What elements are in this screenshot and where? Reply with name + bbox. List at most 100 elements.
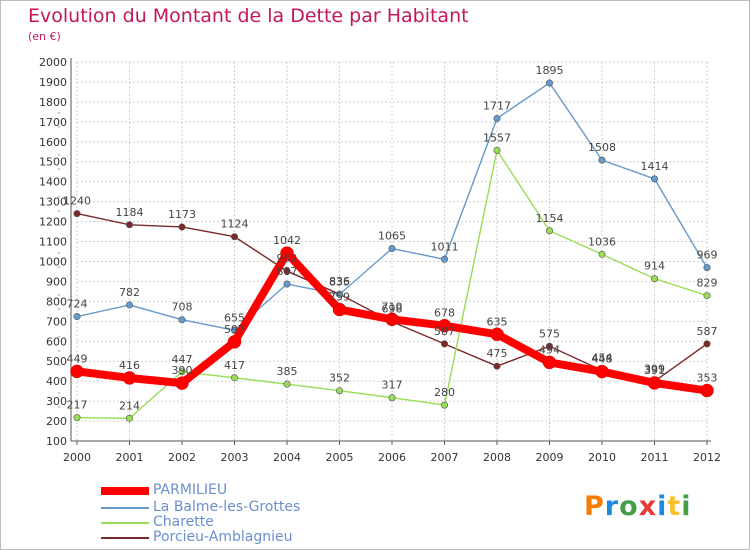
data-label: 1065 — [378, 230, 406, 243]
data-label: 449 — [67, 352, 88, 365]
y-tick-label: 100 — [46, 435, 67, 448]
data-point — [440, 401, 448, 409]
data-label: 575 — [539, 327, 560, 340]
data-point — [231, 233, 239, 241]
logo-letter: o — [619, 491, 639, 522]
data-label: 494 — [539, 343, 560, 356]
y-tick-label: 500 — [46, 355, 67, 368]
data-point — [647, 376, 662, 390]
data-point — [493, 362, 501, 370]
data-label: 969 — [697, 249, 718, 262]
x-tick-label: 2001 — [116, 451, 144, 464]
data-point — [122, 371, 137, 385]
logo-letter: i — [657, 491, 668, 522]
data-label: 635 — [487, 315, 508, 328]
y-tick-label: 1400 — [39, 176, 67, 189]
data-point — [70, 364, 84, 379]
y-tick-label: 200 — [46, 415, 67, 428]
chart-title: Evolution du Montant de la Dette par Hab… — [28, 5, 469, 27]
data-point — [542, 355, 557, 370]
data-label: 587 — [697, 325, 718, 338]
data-point — [388, 245, 396, 253]
data-label: 914 — [644, 260, 665, 273]
data-label: 475 — [487, 347, 508, 360]
legend-swatch — [101, 487, 149, 495]
axes: 1002003004005006007008009001000110012001… — [39, 56, 721, 464]
x-tick-label: 2011 — [641, 451, 669, 464]
x-tick-label: 2002 — [168, 451, 196, 464]
data-point — [280, 246, 294, 260]
data-point — [595, 364, 609, 379]
data-point — [178, 368, 186, 376]
data-label: 1414 — [641, 160, 669, 173]
data-label: 399 — [644, 362, 665, 375]
data-label: 385 — [277, 365, 298, 378]
data-point — [126, 301, 134, 309]
data-label: 1011 — [431, 240, 459, 253]
data-label: 416 — [119, 359, 140, 372]
y-tick-label: 800 — [46, 295, 67, 308]
x-tick-label: 2007 — [431, 451, 459, 464]
data-point — [283, 267, 291, 275]
data-point — [650, 175, 658, 183]
data-point — [490, 327, 504, 342]
data-label: 1036 — [588, 235, 616, 248]
data-label: 655 — [224, 311, 245, 324]
data-label: 217 — [67, 399, 88, 412]
data-point — [283, 380, 291, 388]
data-label: 708 — [172, 301, 193, 314]
data-point — [703, 264, 711, 272]
data-point — [73, 210, 81, 218]
x-tick-label: 2008 — [483, 451, 511, 464]
y-tick-label: 1100 — [39, 236, 67, 249]
data-point — [283, 280, 291, 288]
legend-swatch — [101, 507, 149, 509]
y-tick-label: 600 — [46, 335, 67, 348]
logo-letter: t — [667, 491, 682, 522]
data-label: 417 — [224, 359, 245, 372]
data-label: 353 — [697, 372, 718, 385]
data-label: 887 — [277, 265, 298, 278]
data-label: 1895 — [536, 64, 564, 77]
grid-lines — [76, 61, 708, 442]
data-point — [126, 414, 134, 422]
data-point — [73, 313, 81, 321]
logo-letter: i — [681, 491, 692, 522]
data-point — [545, 342, 553, 350]
data-label: 710 — [382, 300, 403, 313]
y-tick-label: 1200 — [39, 216, 67, 229]
data-point — [703, 292, 711, 300]
data-point — [335, 387, 343, 395]
data-label: 698 — [382, 303, 403, 316]
data-point — [335, 290, 343, 298]
x-tick-label: 2003 — [221, 451, 249, 464]
data-label: 759 — [329, 291, 350, 304]
data-point — [332, 302, 347, 317]
data-point — [231, 374, 239, 382]
y-tick-label: 1000 — [39, 255, 67, 268]
data-point — [440, 255, 448, 263]
data-point — [703, 340, 711, 348]
data-label: 447 — [172, 353, 193, 366]
x-tick-label: 2010 — [588, 451, 616, 464]
data-label: 214 — [119, 399, 140, 412]
y-tick-label: 2000 — [39, 56, 67, 69]
proxiti-logo: Proxiti — [584, 491, 692, 522]
data-point — [178, 223, 186, 231]
y-tick-label: 900 — [46, 275, 67, 288]
data-point — [598, 250, 606, 258]
data-point — [73, 414, 81, 422]
data-point — [598, 156, 606, 164]
data-label: 724 — [67, 298, 88, 311]
legend-label: PARMILIEU — [153, 482, 228, 498]
data-point — [385, 312, 399, 327]
y-tick-label: 300 — [46, 395, 67, 408]
data-point — [545, 227, 553, 235]
data-label: 391 — [644, 364, 665, 377]
data-point — [227, 335, 242, 349]
data-label: 1173 — [168, 208, 196, 221]
data-point — [650, 275, 658, 283]
legend-swatch — [101, 522, 149, 524]
